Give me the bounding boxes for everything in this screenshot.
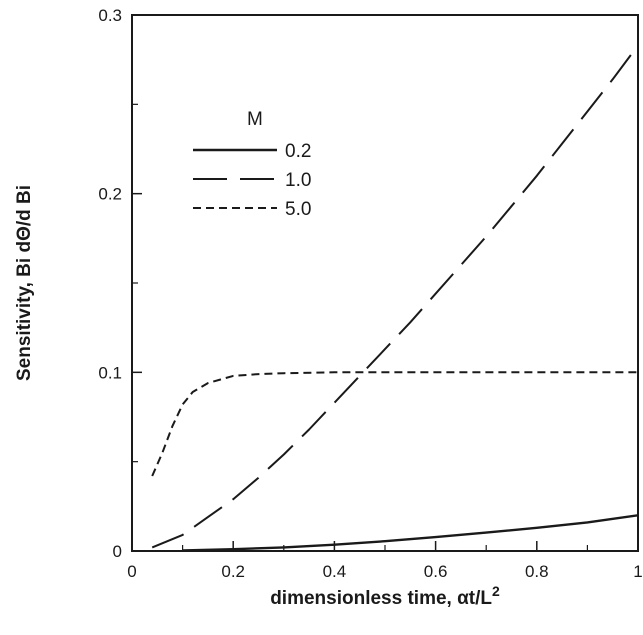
y-tick-label: 0 (113, 542, 122, 561)
axis-ticks (131, 14, 639, 552)
series-layer (151, 44, 639, 552)
legend-entry-label: 5.0 (285, 199, 311, 220)
y-axis-title: Sensitivity, Bi dΘ/d Bi (14, 185, 35, 381)
y-tick-label: 0.2 (98, 185, 122, 204)
series-line-1-0 (151, 44, 639, 549)
legend-title: M (247, 109, 263, 130)
y-tick-label: 0.3 (98, 6, 122, 25)
x-tick-label: 0.8 (525, 562, 549, 581)
legend-entry-label: 0.2 (285, 141, 311, 162)
legend-entry-label: 1.0 (285, 170, 311, 191)
tick-labels: 0 0.2 0.4 0.6 0.8 1 0 0.1 0.2 0.3 (98, 6, 642, 581)
x-tick-label: 0.2 (221, 562, 245, 581)
x-tick-label: 0 (127, 562, 136, 581)
x-axis-title: dimensionless time, αt/L2 (270, 583, 500, 609)
y-tick-label: 0.1 (98, 363, 122, 382)
x-tick-label: 0.6 (424, 562, 448, 581)
series-line-5-0 (151, 371, 638, 477)
plot-frame (131, 14, 639, 552)
legend-entries: 0.2 1.0 5.0 (193, 141, 311, 220)
series-line-0-2 (182, 514, 639, 552)
x-tick-label: 1 (633, 562, 642, 581)
x-axis-title-text: dimensionless time, αt/L (270, 588, 492, 609)
x-axis-title-superscript: 2 (492, 583, 500, 599)
x-tick-label: 0.4 (323, 562, 347, 581)
legend: M 0.2 1.0 5.0 (193, 109, 311, 220)
